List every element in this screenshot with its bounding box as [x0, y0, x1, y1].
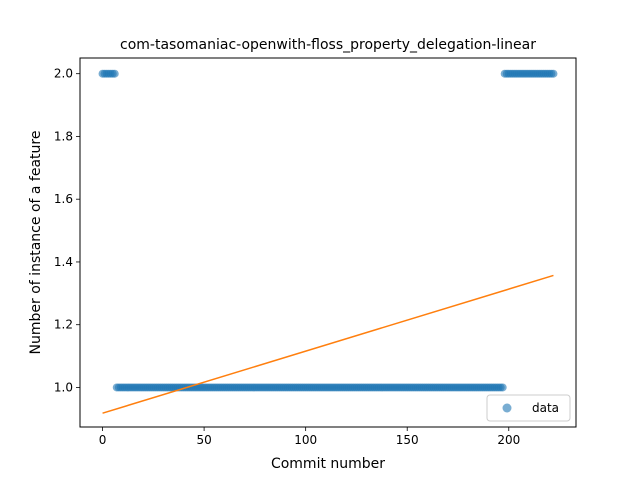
y-tick-label: 1.6	[54, 192, 73, 206]
legend-marker	[502, 403, 512, 413]
trend-line-layer	[102, 274, 554, 414]
data-point	[110, 69, 119, 78]
data-point	[549, 69, 558, 78]
x-tick-label: 0	[99, 433, 107, 447]
y-tick-label: 1.0	[54, 380, 73, 394]
legend-box	[486, 394, 571, 422]
axes-frame	[79, 57, 577, 428]
x-tick-label: 100	[294, 433, 317, 447]
y-tick-label: 2.0	[54, 67, 73, 81]
x-tick-label: 150	[396, 433, 419, 447]
trend-line	[102, 274, 554, 414]
legend-entry-data: data	[532, 401, 559, 415]
legend: data	[486, 394, 571, 422]
y-tick-label: 1.4	[54, 255, 73, 269]
x-tick-label: 200	[497, 433, 520, 447]
y-tick-label: 1.2	[54, 318, 73, 332]
y-axis-ticks: 1.0 1.2 1.4 1.6 1.8 2.0	[54, 67, 80, 394]
x-tick-label: 50	[196, 433, 211, 447]
y-tick-label: 1.8	[54, 129, 73, 143]
data-point	[498, 383, 507, 392]
x-axis-label: Commit number	[271, 456, 385, 472]
y-axis-label: Number of instance of a feature	[28, 131, 44, 355]
x-axis-ticks: 0 50 100 150 200	[99, 427, 520, 447]
data-points	[98, 69, 558, 392]
chart-title: com-tasomaniac-openwith-floss_property_d…	[120, 37, 536, 53]
